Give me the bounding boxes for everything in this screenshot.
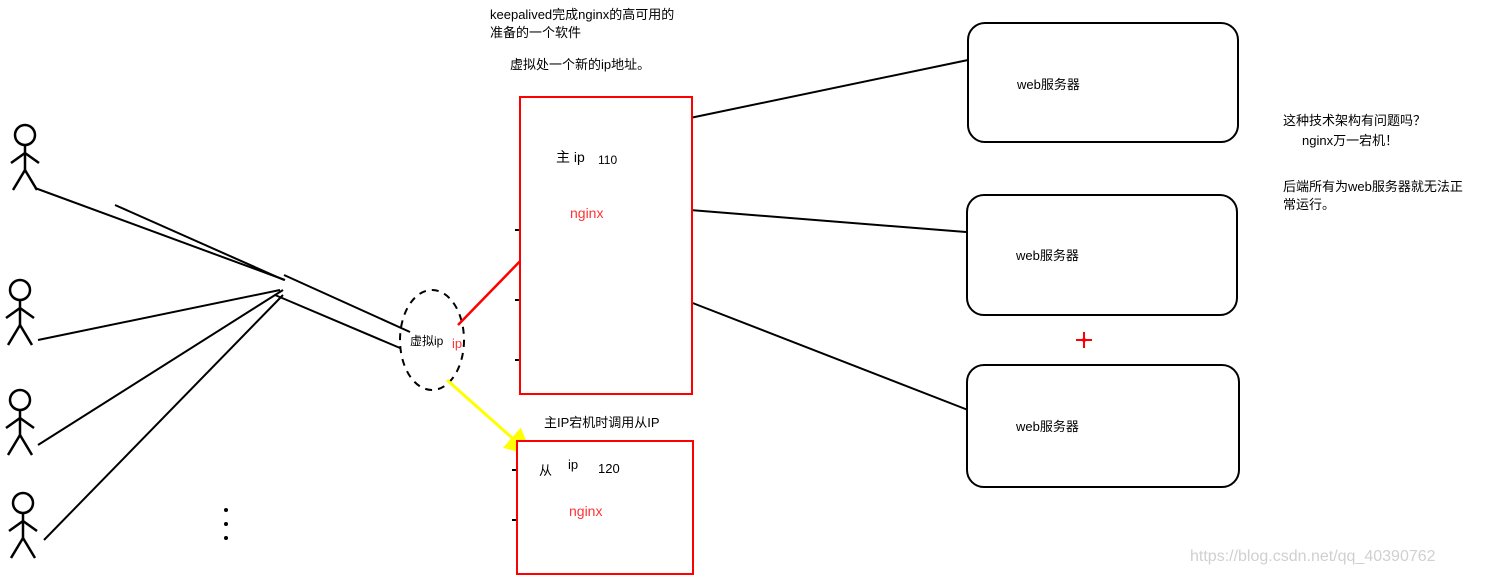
line-layer bbox=[0, 0, 1505, 571]
right-q1: 这种技术架构有问题吗？ bbox=[1283, 112, 1426, 130]
right-q4: 常运行。 bbox=[1283, 196, 1335, 214]
master-ipnum: 110 bbox=[598, 152, 617, 169]
top-text-1: keepalived完成nginx的高可用的 bbox=[490, 6, 674, 24]
virtual-ip-red: ip bbox=[452, 335, 462, 353]
right-q2: nginx万一宕机！ bbox=[1302, 132, 1398, 150]
virtual-ip-label: 虚拟ip bbox=[410, 333, 443, 350]
slave-ipnum: 120 bbox=[598, 460, 620, 478]
watermark: https://blog.csdn.net/qq_40390762 bbox=[1190, 548, 1436, 566]
top-text-3: 虚拟处一个新的ip地址。 bbox=[510, 56, 650, 74]
master-nginx-label: nginx bbox=[570, 204, 603, 224]
web-server-box-1 bbox=[967, 22, 1239, 143]
top-text-2: 准备的一个软件 bbox=[490, 24, 581, 42]
slave-callout: 主IP宕机时调用从IP bbox=[544, 414, 660, 432]
web-server-label-3: web服务器 bbox=[1016, 418, 1079, 436]
master-nginx-box bbox=[519, 96, 693, 395]
web-server-label-2: web服务器 bbox=[1016, 247, 1079, 265]
master-title: 主 ip bbox=[556, 148, 585, 168]
diagram-canvas: keepalived完成nginx的高可用的 准备的一个软件 虚拟处一个新的ip… bbox=[0, 0, 1505, 571]
web-server-box-3 bbox=[966, 364, 1240, 488]
slave-ipword: ip bbox=[568, 456, 578, 474]
web-server-label-1: web服务器 bbox=[1017, 76, 1080, 94]
right-q3: 后端所有为web服务器就无法正 bbox=[1283, 178, 1463, 196]
slave-title: 从 bbox=[539, 462, 552, 480]
web-server-box-2 bbox=[966, 194, 1238, 316]
slave-nginx-label: nginx bbox=[569, 502, 602, 522]
